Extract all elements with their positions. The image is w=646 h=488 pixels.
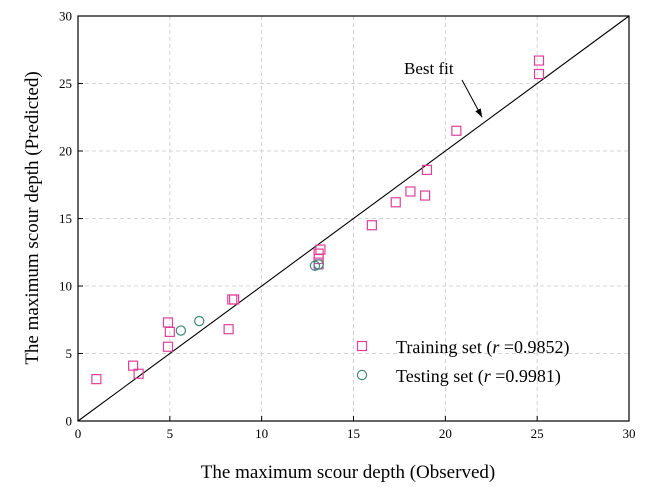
legend-training-prefix: Training set ( [396, 337, 492, 358]
legend-testing-prefix: Testing set ( [396, 366, 484, 387]
best-fit-annotation: Best fit [404, 59, 483, 118]
training-point-4 [162, 341, 174, 352]
x-tick-label-4: 20 [439, 426, 452, 441]
legend-marker-square [356, 340, 368, 352]
axis-ticks: 0 5 10 15 20 25 30 0 5 10 15 20 25 30 [59, 9, 636, 442]
x-tick-label-2: 10 [255, 426, 268, 441]
training-point-1 [128, 360, 139, 371]
x-tick-label-6: 30 [623, 426, 636, 441]
training-point-19 [533, 68, 545, 80]
training-point-2 [133, 368, 144, 379]
training-point-3 [162, 317, 174, 328]
best-fit-label: Best fit [404, 59, 454, 78]
legend-training-suffix: =0.9852) [499, 337, 569, 358]
best-fit-line [77, 15, 630, 422]
y-tick-label-4: 20 [59, 144, 72, 159]
legend: Training set (r =0.9852) Testing set (r … [356, 337, 570, 387]
training-point-6 [223, 324, 234, 335]
legend-testing-var: r [484, 366, 492, 386]
training-point-13 [366, 220, 377, 231]
training-point-20 [533, 55, 545, 66]
testing-point-1 [194, 315, 205, 327]
legend-testing-suffix: =0.9981) [491, 366, 561, 387]
y-tick-label-0: 0 [66, 414, 73, 429]
training-point-16 [420, 190, 431, 201]
y-tick-label-6: 30 [59, 9, 72, 24]
x-tick-label-1: 5 [167, 426, 174, 441]
training-point-18 [451, 125, 462, 136]
x-axis-label: The maximum scour depth (Observed) [201, 462, 495, 483]
x-tick-label-0: 0 [75, 426, 82, 441]
training-point-0 [91, 374, 102, 385]
y-tick-label-1: 5 [66, 346, 73, 361]
best-fit-line-group [77, 15, 630, 422]
annotation-arrow-head [475, 108, 483, 118]
legend-item-testing: Testing set (r =0.9981) [356, 366, 561, 387]
training-point-15 [405, 186, 416, 197]
training-point-17 [421, 164, 433, 175]
testing-point-0 [175, 325, 187, 336]
data-points [91, 55, 545, 385]
training-point-5 [164, 326, 175, 337]
x-tick-label-5: 25 [531, 426, 544, 441]
grid [78, 16, 629, 421]
y-tick-label-3: 15 [59, 211, 72, 226]
legend-training-var: r [492, 337, 500, 357]
training-point-12 [315, 244, 326, 255]
legend-marker-circle [356, 369, 368, 381]
training-point-14 [390, 197, 401, 208]
y-axis-label: The maximum scour depth (Predicted) [22, 71, 43, 364]
y-tick-label-5: 25 [59, 76, 72, 91]
legend-label-testing: Testing set (r =0.9981) [396, 366, 561, 387]
y-tick-label-2: 10 [59, 279, 72, 294]
x-tick-label-3: 15 [347, 426, 360, 441]
legend-label-training: Training set (r =0.9852) [396, 337, 570, 358]
legend-item-training: Training set (r =0.9852) [356, 337, 570, 358]
training-point-8 [229, 294, 240, 305]
testing-point-3 [313, 259, 324, 270]
